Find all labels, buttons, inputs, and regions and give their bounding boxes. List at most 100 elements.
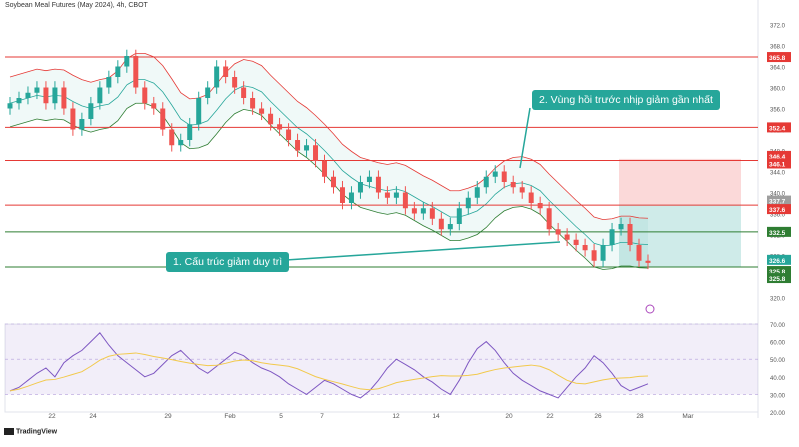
price-marker-label: 325.8 — [769, 269, 786, 276]
candle-body — [151, 103, 157, 109]
candle-body — [277, 124, 283, 130]
candle-body — [79, 119, 85, 130]
price-marker-label: 337.7 — [769, 199, 786, 206]
price-marker — [767, 254, 791, 265]
time-tick-label: 20 — [505, 413, 513, 420]
candle-body — [106, 77, 112, 88]
price-marker-label: 325.8 — [769, 276, 786, 283]
candle-body — [52, 87, 58, 104]
price-marker-label: 346.1 — [769, 161, 786, 168]
rsi-tick-label: 60.00 — [770, 341, 786, 347]
event-icon[interactable] — [645, 304, 655, 314]
price-marker-label: 337.6 — [769, 207, 786, 214]
callout-pullback-zone: 2. Vùng hồi trước nhịp giảm gần nhất — [532, 90, 720, 110]
price-marker — [767, 204, 791, 215]
candle-body — [214, 66, 220, 88]
candle-body — [537, 203, 543, 209]
price-tick-label: 356.0 — [770, 108, 786, 114]
candle-body — [411, 208, 417, 214]
candle-body — [348, 192, 354, 203]
tradingview-logo: TradingView — [4, 428, 57, 435]
price-marker — [767, 195, 791, 206]
price-marker — [767, 226, 791, 237]
candle-body — [465, 197, 471, 209]
candle-body — [366, 176, 372, 182]
candle-body — [618, 224, 624, 230]
candle-body — [339, 187, 345, 203]
candle-body — [70, 108, 76, 130]
price-tick-label: 344.0 — [770, 171, 786, 177]
price-marker — [767, 273, 791, 284]
candle-body — [393, 192, 399, 198]
rsi-tick-label: 40.00 — [770, 376, 786, 382]
candle-body — [600, 245, 606, 261]
candle-body — [43, 87, 49, 104]
callout-pointer-1 — [285, 241, 561, 261]
time-tick-label: 12 — [392, 413, 400, 420]
candle-body — [142, 87, 148, 104]
candle-body — [295, 140, 301, 151]
price-tick-label: 320.0 — [770, 297, 786, 303]
price-marker — [767, 150, 791, 161]
candle-body — [115, 66, 121, 77]
stop-loss-zone — [619, 158, 741, 205]
candle-body — [546, 208, 552, 230]
candle-body — [88, 103, 94, 119]
callout-downtrend: 1. Cấu trúc giảm duy trì — [166, 252, 290, 272]
time-tick-label: 22 — [546, 413, 554, 420]
candle-body — [330, 176, 336, 188]
candle-body — [250, 98, 256, 109]
time-tick-label: 26 — [594, 413, 602, 420]
price-marker-label: 326.6 — [769, 258, 786, 265]
candle-body — [232, 77, 238, 88]
time-tick-label: 5 — [279, 413, 283, 420]
price-marker-label: 365.8 — [769, 55, 786, 62]
candle-body — [34, 87, 40, 93]
candle-body — [205, 87, 211, 98]
price-marker-label: 346.4 — [769, 154, 786, 161]
candle-body — [61, 87, 67, 109]
candle-body — [636, 245, 642, 261]
rsi-tick-label: 70.00 — [770, 323, 786, 329]
candle-body — [591, 250, 597, 261]
price-marker-label: 332.5 — [769, 230, 786, 237]
rsi-band — [5, 324, 758, 395]
candle-body — [259, 108, 265, 114]
price-tick-label: 368.0 — [770, 45, 786, 51]
candle-body — [510, 182, 516, 188]
candle-body — [564, 234, 570, 240]
price-marker — [767, 158, 791, 169]
rsi-ma-line — [9, 352, 649, 392]
candle-body — [501, 171, 507, 182]
price-marker — [767, 52, 791, 63]
time-tick-label: 7 — [320, 413, 324, 420]
time-tick-label: 28 — [636, 413, 644, 420]
time-tick-label: 29 — [164, 413, 172, 420]
candle-body — [402, 192, 408, 209]
candle-body — [555, 229, 561, 235]
candle-body — [483, 176, 489, 188]
rsi-pane — [4, 323, 759, 413]
candle-body — [438, 218, 444, 230]
rsi-line — [9, 332, 649, 399]
price-marker — [767, 122, 791, 133]
bollinger-basis — [9, 79, 649, 247]
bollinger-fill — [10, 53, 648, 270]
callout-pointer-2 — [519, 107, 531, 169]
candle-body — [169, 129, 175, 146]
candle-body — [268, 113, 274, 125]
candle-body — [196, 98, 202, 125]
candle-body — [16, 98, 22, 104]
candle-body — [97, 87, 103, 104]
rsi-tick-label: 30.00 — [770, 393, 786, 399]
candle-body — [223, 66, 229, 77]
candle-body — [609, 229, 615, 245]
time-tick-label: 22 — [48, 413, 56, 420]
price-marker-label: 352.4 — [769, 125, 786, 132]
candle-body — [124, 56, 130, 67]
time-tick-label: 14 — [432, 413, 440, 420]
time-tick-label: Feb — [224, 413, 236, 420]
candle-body — [322, 161, 328, 177]
